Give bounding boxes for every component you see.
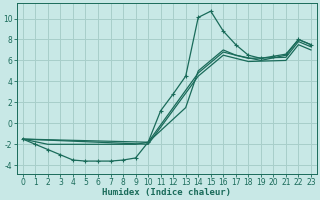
X-axis label: Humidex (Indice chaleur): Humidex (Indice chaleur): [102, 188, 231, 197]
